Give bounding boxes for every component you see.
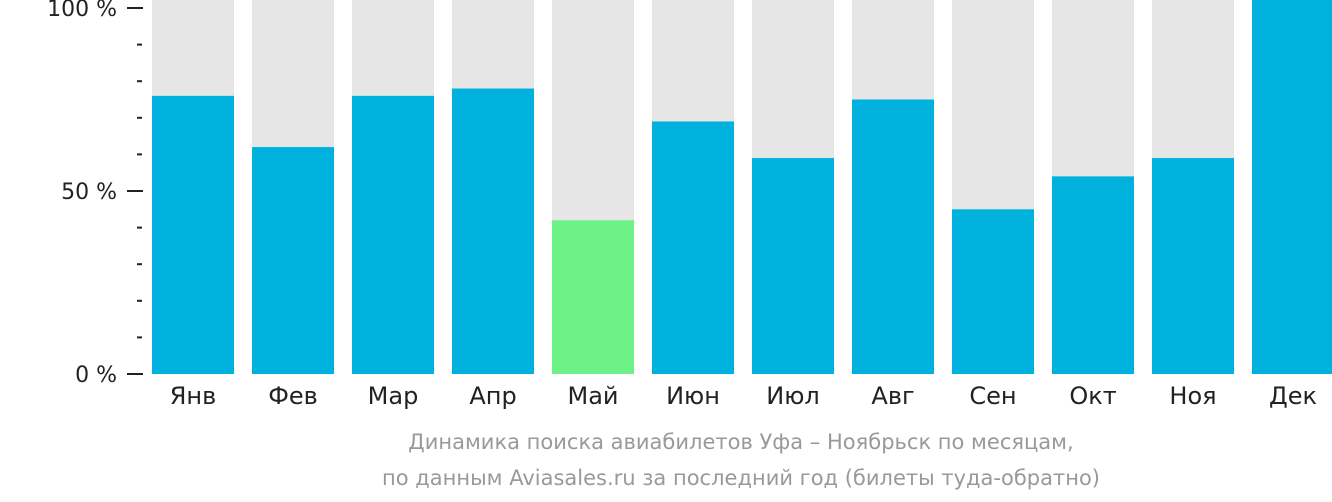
x-tick-label: Ноя (1169, 382, 1216, 410)
y-axis: 0 % 50 % 100 % (47, 0, 143, 388)
x-tick-label: Июл (766, 382, 820, 410)
bar-12 (1252, 0, 1332, 374)
x-tick-label: Мар (368, 382, 419, 410)
x-tick-label: Окт (1069, 382, 1116, 410)
x-tick-label: Сен (969, 382, 1016, 410)
caption-line-1: Динамика поиска авиабилетов Уфа – Ноябрь… (408, 430, 1074, 454)
y-tick-label: 100 % (47, 0, 117, 22)
bar-9 (952, 209, 1034, 374)
y-tick-label: 0 % (75, 363, 117, 388)
data-bars (152, 0, 1332, 375)
x-tick-label: Авг (871, 382, 914, 410)
bar-5 (552, 220, 634, 374)
bar-8 (852, 99, 934, 374)
bar-2 (252, 147, 334, 374)
x-tick-label: Май (567, 382, 618, 410)
x-tick-label: Апр (469, 382, 516, 410)
bar-10 (1052, 176, 1134, 374)
caption-line-2: по данным Aviasales.ru за последний год … (382, 466, 1100, 490)
x-axis-labels: Янв Фев Мар Апр Май Июн Июл Авг Сен Окт Ноя Дек (170, 382, 1317, 410)
x-tick-label: Дек (1269, 382, 1317, 410)
x-tick-label: Янв (170, 382, 217, 410)
x-tick-label: Июн (666, 382, 720, 410)
bar-11 (1152, 158, 1234, 374)
bar-3 (352, 95, 434, 374)
bar-4 (452, 88, 534, 375)
y-tick-label: 50 % (61, 180, 117, 205)
x-tick-label: Фев (268, 382, 318, 410)
bar-7 (752, 158, 834, 374)
bar-6 (652, 121, 734, 375)
bar-1 (152, 95, 234, 374)
